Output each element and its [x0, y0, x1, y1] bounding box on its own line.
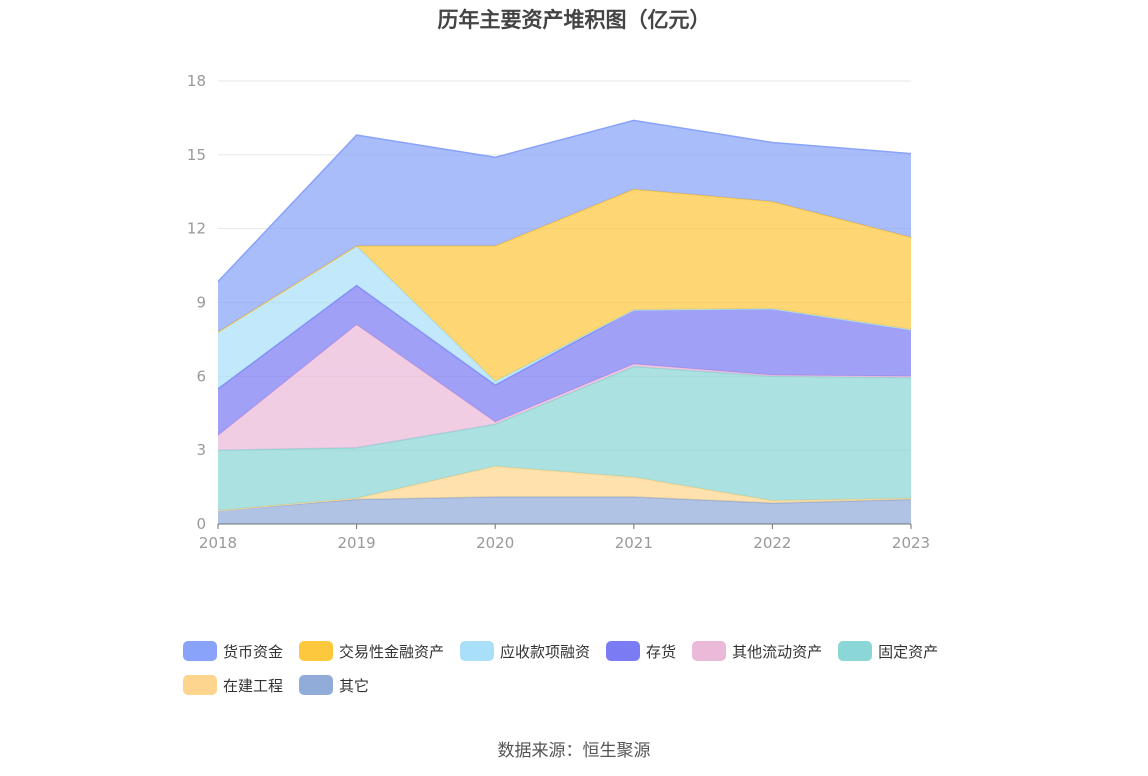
legend-swatch [183, 641, 217, 661]
axis-layer: 0 3 6 9 12 15 18 2018 2019 2020 2021 2022 2023 [187, 72, 930, 552]
area-series-6[interactable] [218, 189, 911, 382]
x-tick-label: 2022 [753, 534, 791, 552]
legend-swatch [838, 641, 873, 661]
area-series-7[interactable] [218, 120, 911, 333]
area-series-2[interactable] [218, 366, 911, 511]
y-tick-label: 15 [187, 146, 206, 164]
legend-swatch [460, 641, 495, 661]
legend-item[interactable]: 应收款项融资 [460, 640, 590, 662]
chart-title: 历年主要资产堆积图（亿元） [437, 8, 711, 32]
x-tick-label: 2019 [338, 534, 376, 552]
legend-item[interactable]: 固定资产 [838, 640, 938, 662]
area-series-line-6 [217, 188, 912, 333]
legend-label: 其它 [339, 676, 370, 695]
y-tick-label: 12 [187, 220, 206, 238]
area-series-1[interactable] [218, 466, 911, 511]
legend-swatch [692, 641, 727, 661]
legend-label: 货币资金 [223, 642, 284, 661]
x-tick-label: 2020 [476, 534, 514, 552]
area-series-4[interactable] [218, 285, 911, 436]
legend-item[interactable]: 其它 [299, 674, 369, 696]
legend-item[interactable]: 在建工程 [183, 674, 283, 696]
legend-label: 固定资产 [878, 642, 939, 661]
legend-label: 存货 [646, 642, 677, 661]
legend-swatch [299, 641, 334, 661]
legend-item[interactable]: 货币资金 [183, 640, 283, 662]
legend-label: 交易性金融资产 [339, 642, 445, 661]
area-series-5[interactable] [218, 245, 911, 389]
y-tick-label: 3 [196, 441, 206, 459]
x-tick-label: 2018 [199, 534, 237, 552]
y-tick-label: 0 [196, 515, 206, 533]
legend-swatch [183, 675, 217, 695]
data-source-note: 数据来源：恒生聚源 [497, 741, 651, 761]
legend: 货币资金 交易性金融资产 应收款项融资 存货 其他流动资产 固定资产在建工程 其它 [183, 640, 983, 696]
legend-item[interactable]: 其他流动资产 [692, 640, 822, 662]
x-tick-label: 2021 [615, 534, 653, 552]
x-tick-label: 2023 [892, 534, 930, 552]
legend-label: 在建工程 [223, 676, 284, 695]
area-series-0[interactable] [218, 496, 911, 524]
legend-swatch [606, 641, 641, 661]
legend-label: 应收款项融资 [500, 642, 591, 661]
y-tick-label: 6 [196, 367, 206, 385]
legend-item[interactable]: 交易性金融资产 [299, 640, 444, 662]
legend-swatch [299, 675, 334, 695]
area-layer [217, 119, 912, 524]
y-tick-label: 9 [196, 294, 206, 312]
area-series-3[interactable] [218, 324, 911, 451]
legend-item[interactable]: 存货 [606, 640, 676, 662]
legend-label: 其他流动资产 [732, 642, 823, 661]
area-series-line-7 [217, 119, 912, 283]
y-tick-label: 18 [187, 72, 206, 90]
